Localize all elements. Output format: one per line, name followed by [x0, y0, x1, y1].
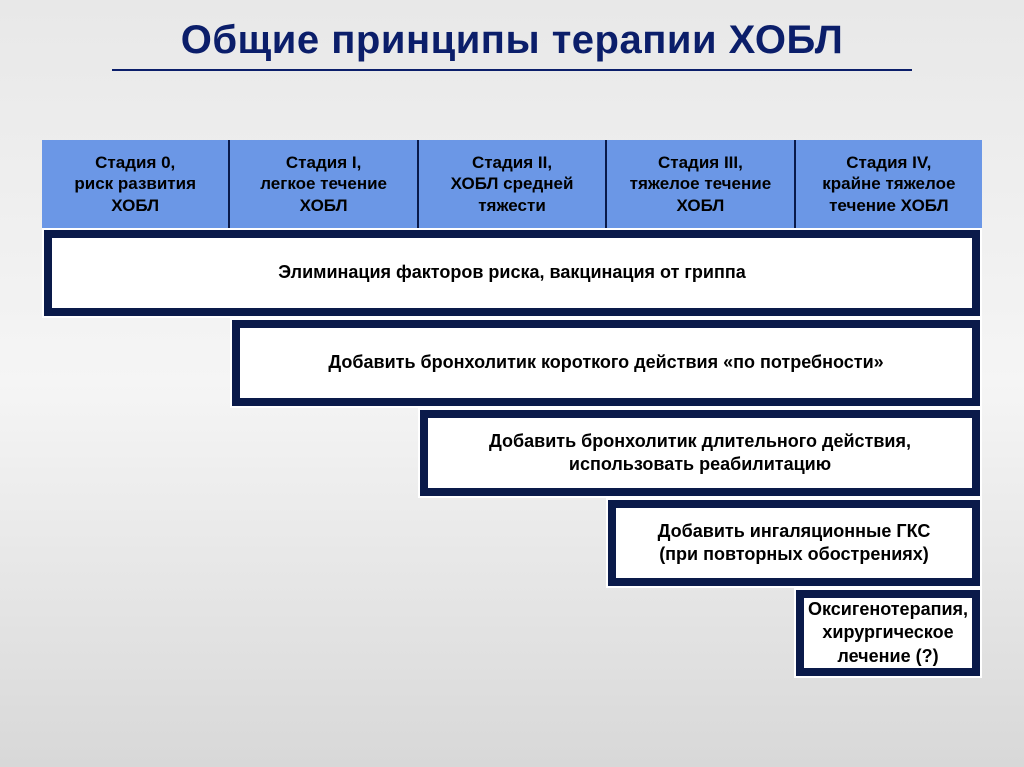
stage-header-cell: Стадия IV,крайне тяжелое течение ХОБЛ: [796, 140, 982, 228]
stage-header-row: Стадия 0,риск развития ХОБЛСтадия I,легк…: [42, 140, 982, 228]
slide-title: Общие принципы терапии ХОБЛ: [0, 0, 1024, 71]
therapy-step-label: Оксигенотерапия, хирургическое лечение (…: [804, 598, 972, 668]
therapy-step-row: Элиминация факторов риска, вакцинация от…: [42, 228, 982, 318]
therapy-step-label: Добавить бронхолитик длительного действи…: [428, 418, 972, 488]
therapy-step-row: Оксигенотерапия, хирургическое лечение (…: [42, 588, 982, 678]
therapy-steps-body: Элиминация факторов риска, вакцинация от…: [42, 228, 982, 678]
slide: Общие принципы терапии ХОБЛ Стадия 0,рис…: [0, 0, 1024, 767]
therapy-step-row: Добавить ингаляционные ГКС(при повторных…: [42, 498, 982, 588]
stage-header-cell: Стадия III,тяжелое течение ХОБЛ: [607, 140, 795, 228]
therapy-chart: Стадия 0,риск развития ХОБЛСтадия I,легк…: [42, 140, 982, 678]
stage-header-cell: Стадия I,легкое течение ХОБЛ: [230, 140, 418, 228]
therapy-step-row: Добавить бронхолитик длительного действи…: [42, 408, 982, 498]
therapy-step-label: Добавить ингаляционные ГКС(при повторных…: [616, 508, 972, 578]
slide-title-text: Общие принципы терапии ХОБЛ: [181, 18, 844, 62]
therapy-step-row: Добавить бронхолитик короткого действия …: [42, 318, 982, 408]
title-underline: [112, 69, 912, 71]
stage-header-cell: Стадия 0,риск развития ХОБЛ: [42, 140, 230, 228]
therapy-step-label: Добавить бронхолитик короткого действия …: [240, 328, 972, 398]
therapy-step-label: Элиминация факторов риска, вакцинация от…: [52, 238, 972, 308]
stage-header-cell: Стадия II,ХОБЛ средней тяжести: [419, 140, 607, 228]
